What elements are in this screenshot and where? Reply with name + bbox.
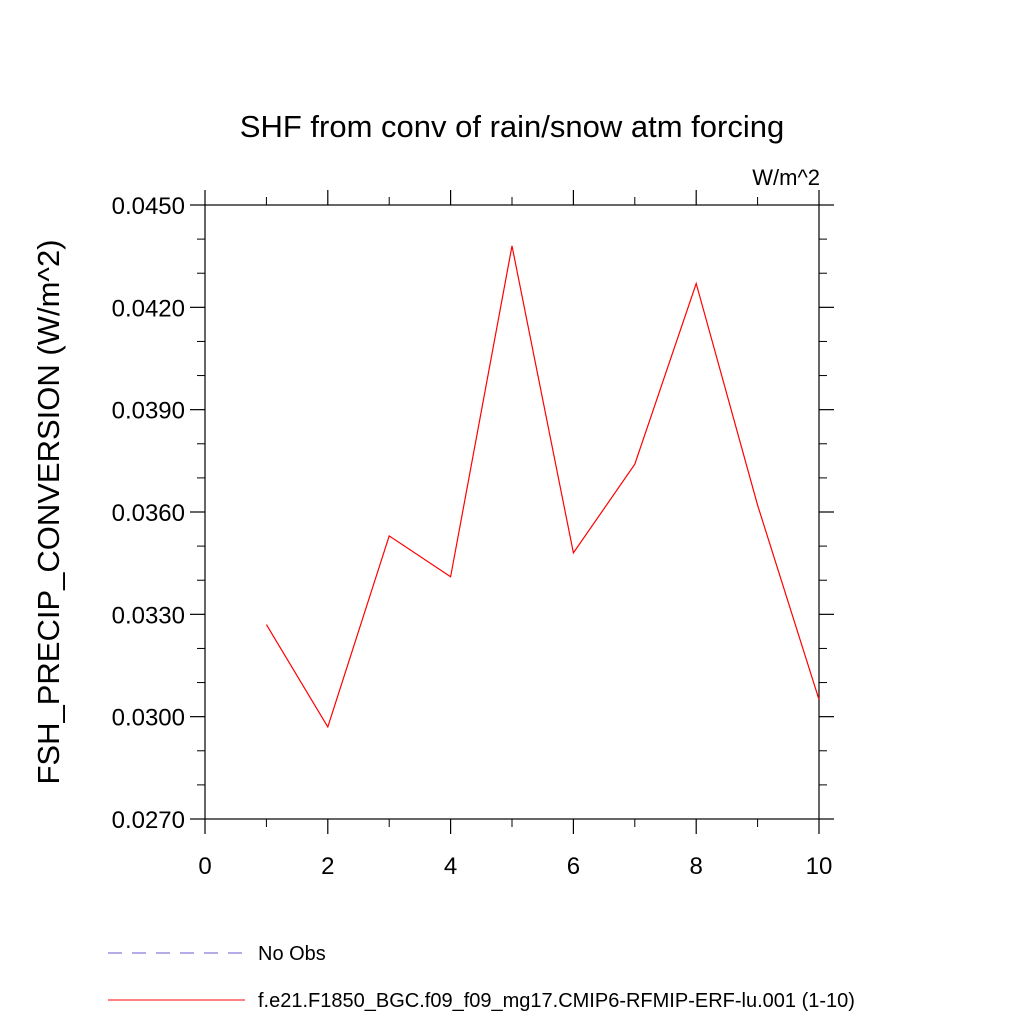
x-tick-label: 10 (806, 853, 833, 880)
y-tick-label: 0.0330 (112, 602, 185, 629)
x-tick-label: 4 (444, 853, 457, 880)
legend-label: f.e21.F1850_BGC.f09_f09_mg17.CMIP6-RFMIP… (258, 990, 855, 1012)
y-axis-label: FSH_PRECIP_CONVERSION (W/m^2) (31, 239, 66, 784)
x-tick-label: 2 (321, 853, 334, 880)
tick-labels: 0 2 4 6 8 10 0.0270 0.0300 0.0330 0.0360 0.0390 0.0… (112, 193, 833, 880)
x-tick-label: 0 (198, 853, 211, 880)
series-layer (265, 245, 820, 729)
chart-title: SHF from conv of rain/snow atm forcing (240, 109, 784, 144)
y-tick-label: 0.0420 (112, 295, 185, 322)
y-tick-label: 0.0270 (112, 807, 185, 834)
y-tick-label: 0.0360 (112, 500, 185, 527)
plot-frame (204, 204, 820, 820)
x-tick-label: 6 (567, 853, 580, 880)
axis-ticks (190, 190, 834, 834)
y-tick-label: 0.0450 (112, 193, 185, 220)
legend-label: No Obs (258, 943, 326, 965)
units-label: W/m^2 (752, 165, 820, 190)
y-tick-label: 0.0300 (112, 705, 185, 732)
series-line (265, 245, 820, 729)
x-tick-label: 8 (690, 853, 703, 880)
legend: No Obs f.e21.F1850_BGC.f09_f09_mg17.CMIP6… (108, 943, 855, 1012)
y-tick-label: 0.0390 (112, 398, 185, 425)
